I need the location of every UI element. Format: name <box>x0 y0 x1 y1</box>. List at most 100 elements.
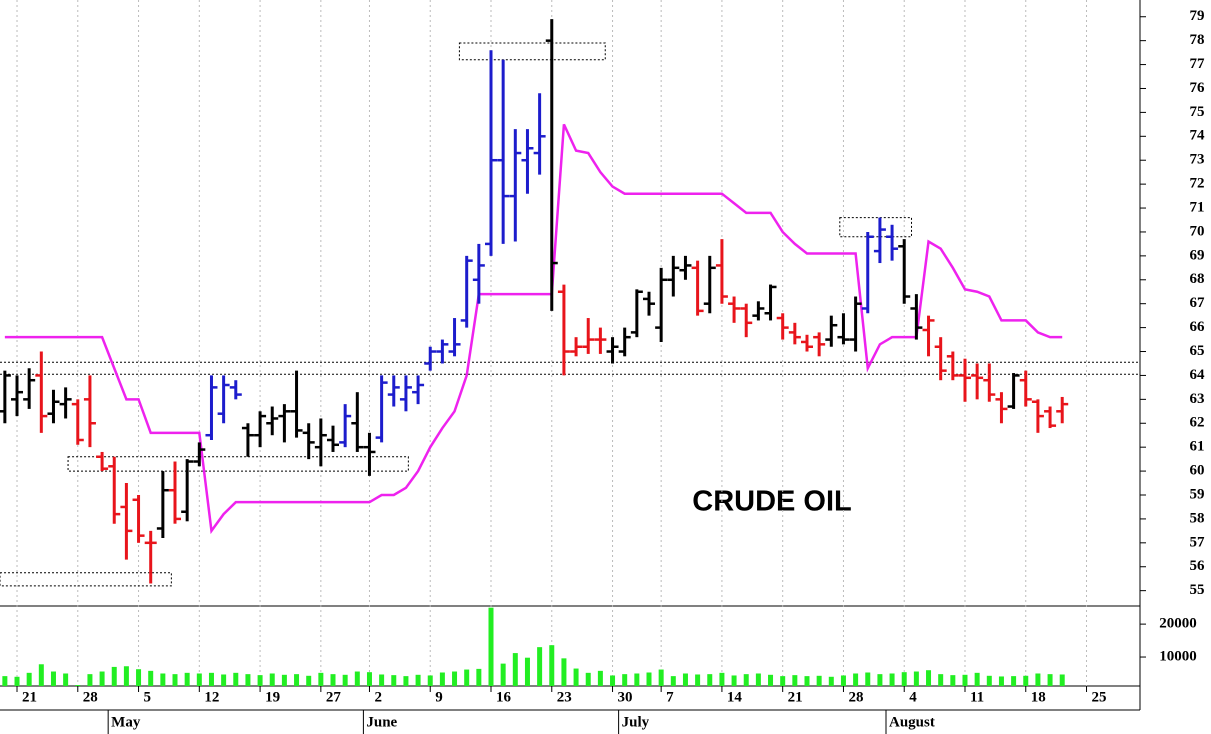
volume-bar <box>1047 674 1053 686</box>
volume-bar <box>622 674 628 686</box>
volume-bar <box>148 670 154 686</box>
y-tick-label: 72 <box>1190 176 1205 192</box>
y-tick-label: 71 <box>1190 199 1205 215</box>
x-tick-label: 28 <box>83 689 98 705</box>
volume-bar <box>537 647 543 686</box>
volume-bar <box>123 666 129 686</box>
y-tick-label: 67 <box>1190 295 1206 311</box>
volume-bar <box>136 669 142 686</box>
volume-bar <box>743 674 749 686</box>
x-tick-label: 21 <box>788 689 803 705</box>
highlight-box <box>67 456 409 472</box>
y-tick-label: 62 <box>1190 415 1205 431</box>
volume-bar <box>14 676 20 686</box>
volume-bar <box>755 673 761 686</box>
x-tick-label: 2 <box>374 689 382 705</box>
y-tick-label: 73 <box>1190 152 1205 168</box>
y-tick-label: 57 <box>1190 534 1206 550</box>
volume-bar <box>415 674 421 686</box>
volume-bar <box>87 674 93 686</box>
volume-bar <box>549 645 555 686</box>
volume-bar <box>913 671 919 686</box>
x-tick-label: 9 <box>435 689 443 705</box>
volume-bar <box>452 671 458 686</box>
volume-bar <box>597 670 603 686</box>
volume-bar <box>816 675 822 686</box>
volume-bar <box>585 672 591 686</box>
y-tick-label: 60 <box>1190 463 1205 479</box>
month-label: August <box>889 714 935 730</box>
y-tick-label: 63 <box>1190 391 1205 407</box>
x-tick-label: 16 <box>496 689 512 705</box>
volume-bar <box>865 672 871 686</box>
volume-bar <box>196 673 202 686</box>
volume-bar <box>658 669 664 686</box>
volume-bar <box>184 672 190 686</box>
y-tick-label: 68 <box>1190 271 1205 287</box>
volume-bar <box>950 675 956 686</box>
volume-bar <box>269 673 275 686</box>
volume-bar <box>670 676 676 686</box>
x-tick-label: 28 <box>848 689 863 705</box>
volume-bar <box>257 675 263 686</box>
y-tick-label: 78 <box>1190 32 1205 48</box>
volume-bar <box>208 672 214 686</box>
volume-bar <box>476 668 482 686</box>
highlight-box <box>0 572 172 587</box>
y-tick-label: 69 <box>1190 247 1205 263</box>
volume-bar <box>294 674 300 686</box>
volume-bar <box>962 674 968 686</box>
volume-bar <box>610 675 616 686</box>
volume-bar <box>707 674 713 686</box>
volume-bar <box>172 674 178 686</box>
volume-bar <box>561 658 567 686</box>
volume-bar <box>379 674 385 686</box>
volume-bar <box>439 672 445 686</box>
y-tick-label: 58 <box>1190 510 1205 526</box>
volume-bar <box>512 653 518 686</box>
volume-bar <box>342 674 348 686</box>
volume-bar <box>877 674 883 686</box>
x-tick-label: 25 <box>1092 689 1107 705</box>
volume-bar <box>524 657 530 686</box>
volume-bar <box>63 673 69 686</box>
volume-bar <box>926 670 932 686</box>
volume-bar <box>488 607 494 686</box>
volume-bar <box>403 676 409 686</box>
volume-bar <box>695 674 701 686</box>
volume-bar <box>221 674 227 686</box>
volume-bar <box>901 672 907 686</box>
y-tick-label: 76 <box>1190 80 1206 96</box>
volume-bar <box>306 675 312 686</box>
highlight-box <box>839 217 913 238</box>
volume-bar <box>889 673 895 686</box>
y-tick-label: 74 <box>1190 128 1206 144</box>
x-tick-label: 7 <box>666 689 674 705</box>
volume-bar <box>768 674 774 686</box>
y-tick-label: 66 <box>1190 319 1206 335</box>
volume-bar <box>719 672 725 686</box>
volume-tick-label: 20000 <box>1159 616 1197 632</box>
volume-bar <box>354 671 360 686</box>
volume-bar <box>366 672 372 686</box>
volume-tick-label: 10000 <box>1159 648 1197 664</box>
month-label: June <box>366 714 397 730</box>
volume-bar <box>38 664 44 686</box>
volume-bar <box>998 676 1004 686</box>
month-label: May <box>111 714 141 730</box>
volume-bar <box>646 672 652 686</box>
volume-bar <box>26 672 32 686</box>
volume-bar <box>281 674 287 686</box>
volume-bar <box>75 685 81 686</box>
y-tick-label: 79 <box>1190 8 1205 24</box>
volume-bar <box>245 674 251 686</box>
volume-bar <box>50 671 56 686</box>
volume-bar <box>99 671 105 686</box>
volume-bar <box>682 673 688 686</box>
volume-bar <box>391 675 397 686</box>
volume-bar <box>500 663 506 686</box>
volume-bar <box>1011 676 1017 686</box>
annotation: CRUDE OIL <box>692 486 852 518</box>
stop-line <box>4 123 1063 535</box>
